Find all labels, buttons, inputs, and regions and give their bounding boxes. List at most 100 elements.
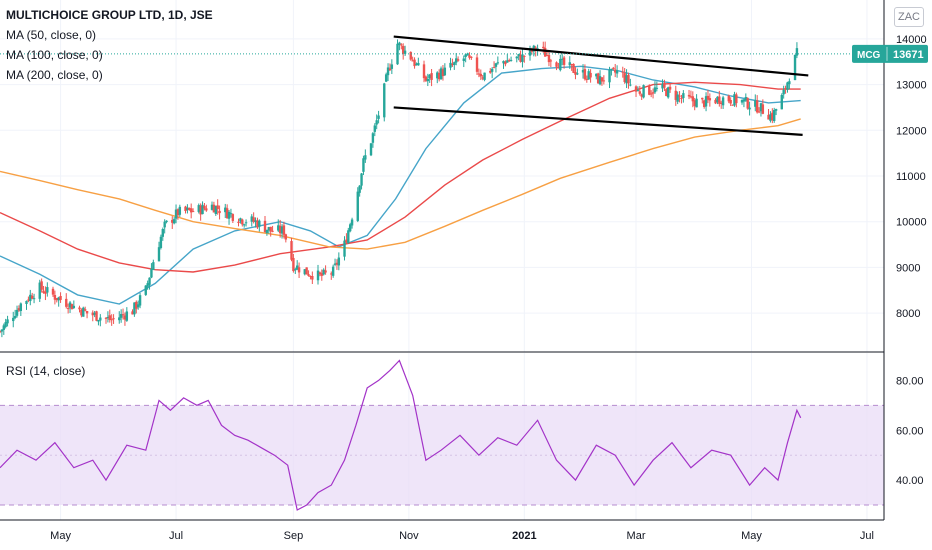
candle-body — [542, 46, 545, 48]
candle-body — [161, 229, 164, 237]
time-tick-label: Jul — [169, 530, 183, 542]
candle-body — [178, 206, 182, 215]
candle-body — [585, 78, 589, 80]
candle-body — [441, 69, 445, 77]
candle-body — [576, 73, 579, 75]
candle-body — [350, 219, 354, 226]
candle-body — [337, 257, 341, 266]
candle-body — [163, 221, 166, 228]
rsi-bound-lines — [0, 404, 884, 506]
candle-body — [795, 48, 799, 56]
candle-body — [411, 60, 414, 62]
candle-body — [409, 51, 412, 60]
candle-body — [634, 86, 638, 92]
candle-body — [294, 269, 297, 271]
candle-body — [29, 294, 32, 302]
candle-body — [38, 282, 41, 299]
candle-body — [358, 185, 361, 193]
candle-body — [123, 315, 127, 320]
candle-body — [108, 315, 111, 320]
candle-body — [93, 312, 96, 315]
rsi-tick-label: 40.00 — [896, 475, 924, 487]
candle-body — [621, 71, 624, 73]
candle-body — [57, 297, 60, 301]
candle-body — [627, 75, 630, 84]
candle-body — [475, 57, 479, 72]
candle-body — [746, 98, 749, 109]
candle-body — [157, 247, 161, 262]
candle-body — [17, 308, 21, 311]
candle-body — [754, 100, 757, 107]
candle-body — [267, 227, 270, 231]
candle-body — [451, 64, 454, 66]
candle-body — [65, 298, 68, 307]
candle-body — [91, 312, 94, 316]
candle-body — [521, 54, 524, 62]
candle-body — [623, 73, 626, 83]
ma-line-2 — [0, 81, 801, 273]
candle-body — [258, 220, 261, 227]
candle-body — [104, 317, 108, 319]
candle-body — [203, 206, 206, 209]
candle-body — [570, 63, 573, 65]
candle-body — [311, 276, 314, 280]
candle-body — [263, 220, 267, 233]
candle-body — [517, 54, 520, 57]
last-price-badge: MCG 13671 — [852, 44, 928, 63]
candle-body — [757, 111, 761, 113]
candle-body — [254, 220, 257, 223]
candle-body — [347, 230, 350, 243]
candle-body — [774, 109, 778, 111]
candle-body — [244, 222, 248, 224]
candle-body — [189, 208, 193, 213]
candle-body — [490, 68, 494, 72]
candle-body — [237, 221, 240, 223]
candle-body — [322, 269, 325, 275]
candle-body — [674, 90, 677, 100]
candle-body — [665, 89, 668, 97]
candle-body — [651, 92, 655, 94]
candle-body — [148, 277, 151, 285]
candle-body — [390, 64, 394, 69]
candle-body — [42, 290, 45, 293]
candle-body — [769, 114, 772, 121]
candle-body — [782, 89, 785, 95]
candle-body — [663, 82, 666, 88]
candle-body — [131, 311, 134, 315]
candle-body — [59, 296, 62, 300]
candle-body — [284, 234, 288, 240]
candle-body — [335, 262, 339, 265]
candle-body — [40, 281, 43, 290]
candle-body — [188, 207, 191, 210]
candle-body — [256, 220, 259, 228]
candle-body — [0, 331, 2, 333]
candle-body — [4, 322, 7, 327]
axes — [0, 0, 885, 521]
candle-body — [205, 208, 208, 211]
candle-body — [788, 81, 791, 85]
ma-line-1 — [0, 65, 801, 305]
candle-body — [502, 61, 505, 64]
candle-body — [443, 67, 447, 76]
candle-body — [640, 94, 643, 97]
price-tick-label: 12000 — [896, 125, 927, 137]
candle-body — [479, 73, 483, 77]
candle-body — [356, 191, 359, 221]
candle-body — [364, 155, 367, 160]
candle-body — [430, 73, 433, 80]
candle-body — [112, 318, 115, 320]
currency-button[interactable]: ZAC — [894, 7, 924, 27]
candle-body — [653, 87, 657, 93]
candle-body — [110, 319, 113, 321]
candle-body — [568, 62, 571, 66]
candle-body — [610, 68, 613, 71]
candle-body — [439, 68, 443, 79]
time-tick-label: Nov — [399, 530, 419, 542]
candle-body — [612, 67, 615, 69]
candle-body — [224, 207, 227, 213]
candle-body — [212, 204, 216, 213]
price-tick-label: 14000 — [896, 34, 927, 46]
candle-body — [13, 315, 17, 319]
candle-body — [468, 55, 471, 58]
candle-body — [400, 44, 403, 46]
